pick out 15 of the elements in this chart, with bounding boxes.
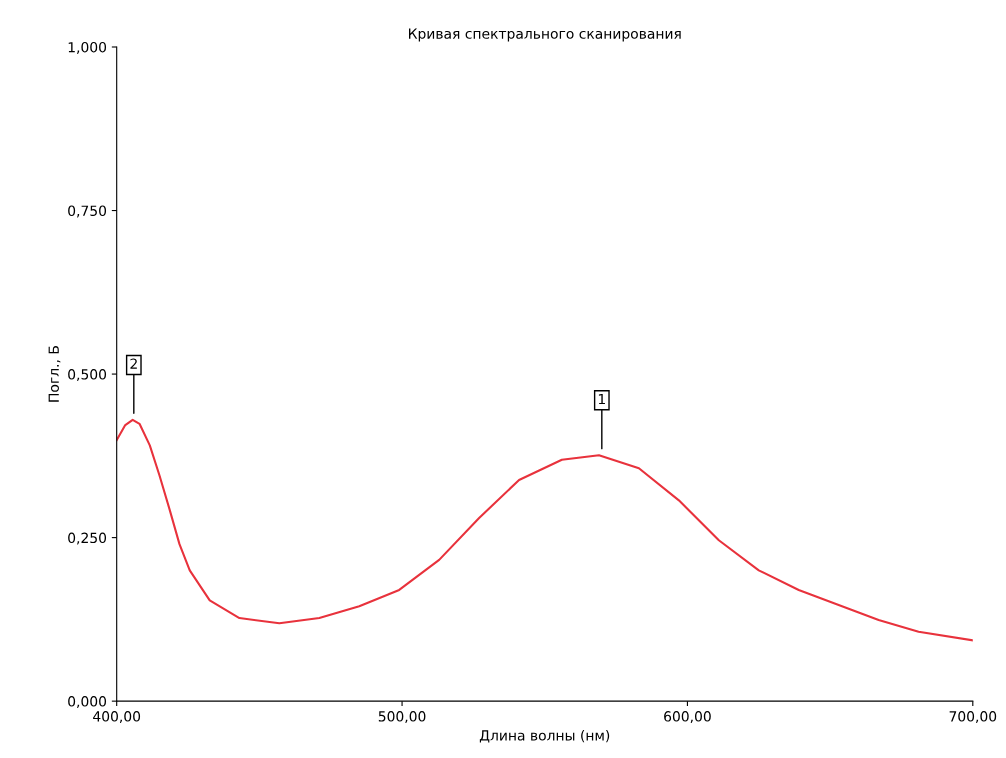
y-tick-label: 0,250 xyxy=(68,532,107,545)
line-series xyxy=(116,418,973,642)
y-tick-label: 0,000 xyxy=(68,696,107,709)
x-axis-title: Длина волны (нм) xyxy=(479,729,610,743)
x-tick-label: 700,00 xyxy=(949,711,997,724)
y-axis-title: Погл., Б xyxy=(48,346,61,402)
x-tick-label: 500,00 xyxy=(378,711,426,724)
y-tick-label: 0,750 xyxy=(68,205,107,218)
annotation: 2 xyxy=(130,358,137,369)
y-tick-label: 0,500 xyxy=(68,369,107,381)
x-tick-label: 600,00 xyxy=(664,711,711,724)
x-tick-label: 400,00 xyxy=(93,711,141,724)
chart-title: Кривая спектрального сканирования xyxy=(409,28,681,42)
annotation: 1 xyxy=(598,393,605,405)
y-tick-label: 1,000 xyxy=(68,41,107,54)
